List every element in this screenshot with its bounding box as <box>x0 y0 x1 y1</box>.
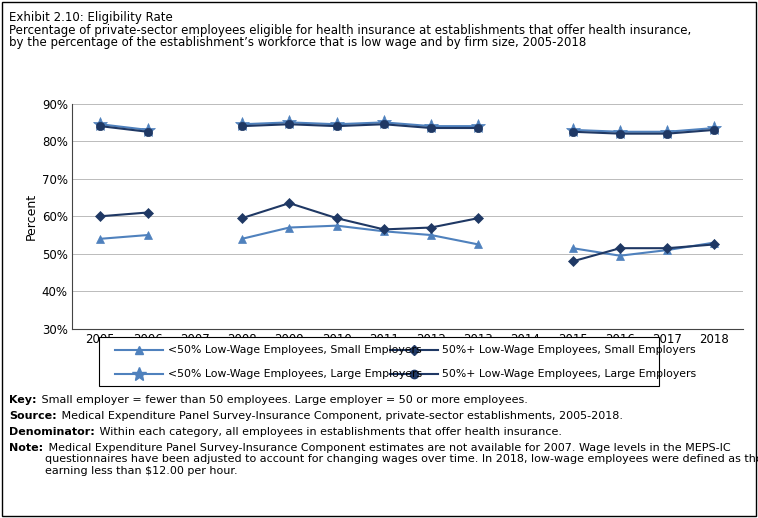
Text: <50% Low-Wage Employees, Large Employers: <50% Low-Wage Employees, Large Employers <box>168 369 421 379</box>
Text: Small employer = fewer than 50 employees. Large employer = 50 or more employees.: Small employer = fewer than 50 employees… <box>38 395 528 405</box>
Text: by the percentage of the establishment’s workforce that is low wage and by firm : by the percentage of the establishment’s… <box>9 36 587 49</box>
Text: Key:: Key: <box>9 395 36 405</box>
Text: Note:: Note: <box>9 443 43 453</box>
Text: Source:: Source: <box>9 411 57 421</box>
Text: Denominator:: Denominator: <box>9 427 95 437</box>
Text: Exhibit 2.10: Eligibility Rate: Exhibit 2.10: Eligibility Rate <box>9 11 173 24</box>
Text: 50%+ Low-Wage Employees, Large Employers: 50%+ Low-Wage Employees, Large Employers <box>443 369 697 379</box>
Text: <50% Low-Wage Employees, Small Employers: <50% Low-Wage Employees, Small Employers <box>168 345 421 355</box>
Text: Medical Expenditure Panel Survey-Insurance Component estimates are not available: Medical Expenditure Panel Survey-Insuran… <box>45 443 758 476</box>
Text: Medical Expenditure Panel Survey-Insurance Component, private-sector establishme: Medical Expenditure Panel Survey-Insuran… <box>58 411 623 421</box>
Y-axis label: Percent: Percent <box>25 193 38 240</box>
Text: 50%+ Low-Wage Employees, Small Employers: 50%+ Low-Wage Employees, Small Employers <box>443 345 696 355</box>
Text: Within each category, all employees in establishments that offer health insuranc: Within each category, all employees in e… <box>96 427 562 437</box>
Text: Percentage of private-sector employees eligible for health insurance at establis: Percentage of private-sector employees e… <box>9 24 691 37</box>
